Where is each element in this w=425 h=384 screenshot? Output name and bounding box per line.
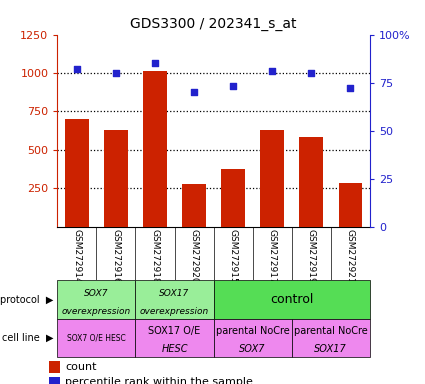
Text: SOX17: SOX17: [159, 289, 190, 298]
Bar: [136, 280, 213, 319]
Text: SOX17: SOX17: [314, 344, 347, 354]
Text: control: control: [270, 293, 313, 306]
Bar: [300, 137, 323, 227]
Text: cell line  ▶: cell line ▶: [2, 333, 53, 343]
Text: GSM272914: GSM272914: [72, 229, 82, 284]
Bar: [57, 319, 136, 357]
Point: [347, 85, 354, 91]
Bar: [261, 130, 284, 227]
Text: GSM272918: GSM272918: [150, 229, 159, 284]
Text: SOX7: SOX7: [239, 344, 266, 354]
Bar: [136, 319, 213, 357]
Bar: [49, 361, 60, 373]
Point: [269, 68, 275, 74]
Bar: [213, 280, 370, 319]
Bar: [57, 280, 136, 319]
Point: [191, 89, 198, 95]
Text: GSM272921: GSM272921: [346, 229, 355, 284]
Point: [308, 70, 314, 76]
Bar: [49, 377, 60, 384]
Text: SOX17 O/E: SOX17 O/E: [148, 326, 201, 336]
Bar: [182, 184, 206, 227]
Bar: [104, 130, 128, 227]
Text: HESC: HESC: [161, 344, 188, 354]
Text: overexpression: overexpression: [62, 306, 131, 316]
Text: GSM272917: GSM272917: [268, 229, 277, 284]
Point: [74, 66, 80, 72]
Point: [230, 83, 236, 89]
Point: [113, 70, 119, 76]
Text: GSM272920: GSM272920: [190, 229, 198, 284]
Bar: [338, 183, 362, 227]
Point: [152, 60, 159, 66]
Text: GSM272915: GSM272915: [229, 229, 238, 284]
Text: GSM272919: GSM272919: [307, 229, 316, 284]
Bar: [143, 71, 167, 227]
Bar: [292, 319, 370, 357]
Bar: [213, 319, 292, 357]
Text: parental NoCre: parental NoCre: [216, 326, 289, 336]
Text: SOX7: SOX7: [84, 289, 109, 298]
Bar: [65, 119, 88, 227]
Text: SOX7 O/E HESC: SOX7 O/E HESC: [67, 333, 126, 343]
Title: GDS3300 / 202341_s_at: GDS3300 / 202341_s_at: [130, 17, 297, 31]
Text: overexpression: overexpression: [140, 306, 209, 316]
Text: protocol  ▶: protocol ▶: [0, 295, 53, 305]
Text: count: count: [65, 362, 96, 372]
Text: percentile rank within the sample: percentile rank within the sample: [65, 377, 253, 384]
Text: parental NoCre: parental NoCre: [294, 326, 368, 336]
Bar: [221, 169, 245, 227]
Text: GSM272916: GSM272916: [111, 229, 120, 284]
